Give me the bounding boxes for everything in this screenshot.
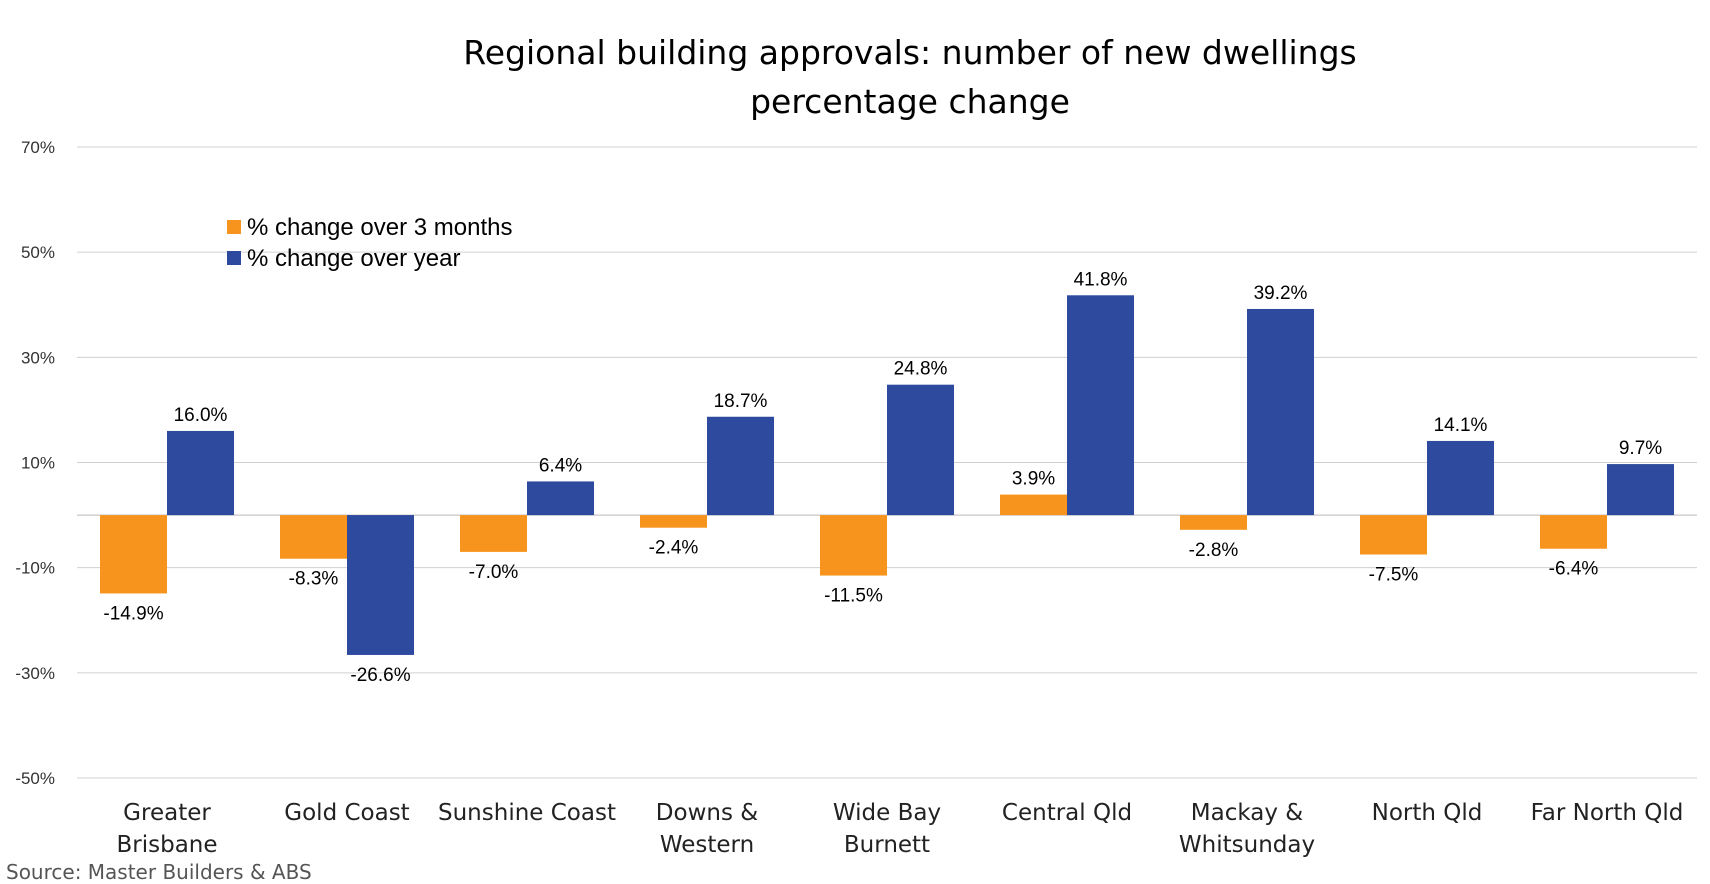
y-tick-label: -10% — [15, 559, 55, 578]
bar — [1180, 515, 1247, 530]
bar — [1360, 515, 1427, 555]
data-label: 6.4% — [539, 455, 582, 476]
x-tick-label: Gold Coast — [284, 800, 409, 826]
data-label: 9.7% — [1619, 438, 1662, 459]
bar — [1540, 515, 1607, 549]
bar — [1067, 295, 1134, 516]
bar — [347, 515, 414, 655]
chart-title-line-1: Regional building approvals: number of n… — [463, 33, 1356, 72]
legend-label-3-months: % change over 3 months — [247, 214, 513, 241]
legend-label-year: % change over year — [247, 245, 460, 272]
x-tick-label: Mackay & — [1191, 800, 1304, 826]
legend-swatch-year — [227, 251, 241, 265]
x-tick-label: Sunshine Coast — [438, 800, 616, 826]
data-label: 16.0% — [174, 405, 228, 426]
x-tick-label: Greater — [123, 800, 211, 826]
x-tick-label: Brisbane — [116, 832, 217, 858]
bar — [1427, 440, 1494, 516]
x-tick-label: Downs & — [656, 800, 758, 826]
data-label: -7.0% — [469, 562, 519, 583]
y-tick-label: -30% — [15, 664, 55, 683]
y-tick-label: 70% — [21, 138, 55, 157]
legend: % change over 3 months % change over yea… — [227, 214, 513, 272]
data-label: 24.8% — [894, 359, 948, 380]
bar — [640, 515, 707, 528]
data-label: 3.9% — [1012, 469, 1055, 490]
x-tick-label: Far North Qld — [1531, 800, 1684, 826]
y-axis-ticks: 70% 50% 30% 10% -10% -30% -50% — [15, 138, 55, 788]
bar — [460, 515, 527, 552]
data-label: 41.8% — [1074, 269, 1128, 290]
data-label: 14.1% — [1434, 415, 1488, 436]
x-axis-ticks: Greater Brisbane Gold Coast Sunshine Coast D… — [116, 800, 1683, 858]
chart-title-line-2: percentage change — [750, 82, 1070, 121]
y-tick-label: 30% — [21, 348, 55, 367]
data-label: -14.9% — [103, 603, 163, 624]
x-tick-label: Central Qld — [1002, 800, 1132, 826]
x-tick-label: Wide Bay — [833, 800, 941, 826]
y-tick-label: -50% — [15, 769, 55, 788]
bar — [707, 416, 774, 516]
bars — [100, 295, 1674, 655]
x-tick-label: Whitsunday — [1179, 832, 1315, 858]
bar — [887, 384, 954, 516]
bar — [100, 515, 167, 594]
data-label: 39.2% — [1254, 283, 1308, 304]
legend-swatch-3-months — [227, 220, 241, 234]
x-tick-label: North Qld — [1372, 800, 1483, 826]
bar — [280, 515, 347, 559]
data-labels: -14.9% 16.0% -8.3% -26.6% -7.0% 6.4% -2.4% 18.7… — [103, 269, 1662, 686]
data-label: -11.5% — [824, 586, 883, 607]
data-label: -8.3% — [289, 569, 339, 590]
x-tick-label: Burnett — [844, 832, 930, 858]
source-note: Source: Master Builders & ABS — [6, 860, 312, 884]
chart-title: Regional building approvals: number of n… — [463, 33, 1356, 121]
x-tick-label: Western — [660, 832, 754, 858]
data-label: 18.7% — [714, 391, 768, 412]
bar — [1247, 308, 1314, 516]
data-label: -2.8% — [1189, 540, 1239, 561]
bar — [167, 430, 234, 516]
bar — [820, 515, 887, 576]
y-tick-label: 10% — [21, 454, 55, 473]
bar — [1607, 464, 1674, 516]
y-tick-label: 50% — [21, 243, 55, 262]
data-label: -6.4% — [1549, 559, 1599, 580]
bar — [527, 481, 594, 516]
data-label: -26.6% — [350, 665, 410, 686]
data-label: -2.4% — [649, 538, 699, 559]
data-label: -7.5% — [1369, 565, 1419, 586]
bar — [1000, 494, 1067, 516]
